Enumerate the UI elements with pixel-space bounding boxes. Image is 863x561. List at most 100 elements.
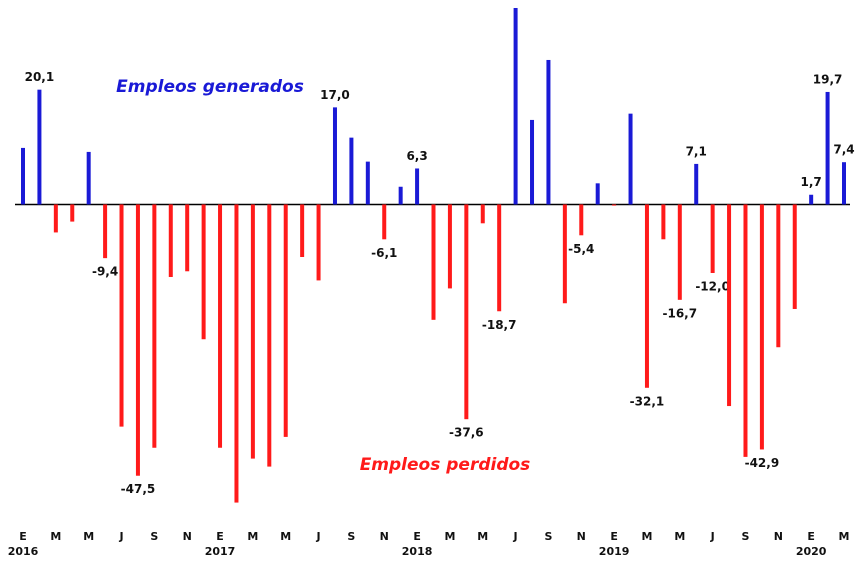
value-label: -6,1 (371, 246, 397, 260)
x-tick-label: N (183, 530, 192, 543)
bar (842, 162, 846, 205)
bar (661, 204, 666, 240)
year-label: 2017 (205, 545, 236, 558)
x-tick-label: M (83, 530, 94, 543)
bar (694, 163, 699, 205)
bar (792, 204, 797, 309)
x-tick-label: M (839, 530, 850, 543)
x-tick-label: S (742, 530, 750, 543)
bar (86, 151, 91, 205)
bar (431, 204, 436, 320)
x-tick-label: M (641, 530, 652, 543)
value-label: -18,7 (482, 318, 517, 332)
x-tick-label: M (477, 530, 488, 543)
bar (70, 204, 75, 222)
bar (579, 204, 584, 236)
bar (185, 204, 190, 272)
x-tick-label: E (807, 530, 815, 543)
bar (382, 204, 387, 240)
x-tick-label: N (774, 530, 783, 543)
x-tick-label: M (444, 530, 455, 543)
x-tick-label: M (50, 530, 61, 543)
bar (218, 204, 223, 448)
bar (135, 204, 140, 476)
bar (447, 204, 452, 289)
bar (365, 161, 370, 205)
value-label: 6,3 (406, 149, 427, 163)
bar (267, 204, 272, 467)
bar (152, 204, 157, 448)
bar (201, 204, 206, 340)
x-tick-label: J (316, 530, 321, 543)
bar (332, 107, 337, 205)
bar (644, 204, 649, 388)
value-label: -42,9 (745, 456, 780, 470)
bar (759, 204, 764, 450)
x-tick-label: S (150, 530, 158, 543)
x-tick-label: M (674, 530, 685, 543)
x-tick-label: M (247, 530, 258, 543)
x-tick-label: S (347, 530, 355, 543)
value-label: -5,4 (568, 242, 594, 256)
bar (415, 168, 420, 205)
bar (250, 204, 255, 459)
value-label: -47,5 (121, 482, 156, 496)
year-label: 2020 (796, 545, 827, 558)
value-label: -9,4 (92, 265, 118, 279)
bar (234, 204, 239, 503)
value-label: -32,1 (630, 394, 665, 408)
value-label: 7,1 (686, 144, 707, 158)
x-tick-label: E (216, 530, 224, 543)
bar (612, 204, 617, 206)
x-tick-label: E (610, 530, 618, 543)
bar (677, 204, 682, 300)
year-label: 2018 (402, 545, 433, 558)
value-label: 20,1 (25, 70, 55, 84)
bar (727, 204, 732, 407)
value-label: 19,7 (813, 72, 843, 86)
x-tick-label: E (413, 530, 421, 543)
bar (103, 204, 108, 259)
year-label: 2016 (8, 545, 39, 558)
value-label: -12,0 (695, 279, 730, 293)
value-label: -16,7 (663, 306, 698, 320)
bar (37, 89, 42, 205)
bar (513, 7, 518, 205)
value-label: -37,6 (449, 426, 484, 440)
bar (628, 113, 633, 205)
x-tick-label: J (118, 530, 123, 543)
bar (283, 204, 288, 437)
x-tick-label: J (710, 530, 715, 543)
annotation: Empleos generados (116, 77, 304, 97)
x-tick-label: N (380, 530, 389, 543)
bar (349, 137, 354, 205)
bar (595, 183, 600, 205)
x-tick-label: S (544, 530, 552, 543)
bar (480, 204, 485, 224)
bar (464, 204, 469, 420)
bar (53, 204, 58, 233)
bar (546, 59, 551, 205)
x-tick-label: N (577, 530, 586, 543)
value-label: 1,7 (801, 175, 822, 189)
bar (809, 194, 814, 205)
annotation: Empleos perdidos (360, 455, 531, 475)
bar (776, 204, 781, 348)
bar (530, 119, 535, 205)
x-tick-label: E (19, 530, 27, 543)
bar (825, 91, 830, 205)
bar (119, 204, 124, 427)
bar (497, 204, 502, 312)
year-label: 2019 (599, 545, 630, 558)
x-tick-label: J (513, 530, 518, 543)
x-tick-label: M (280, 530, 291, 543)
bar (316, 204, 321, 281)
bar (562, 204, 567, 304)
value-label: 7,4 (833, 143, 854, 157)
bar (168, 204, 173, 277)
bar (710, 204, 715, 273)
bar (743, 204, 748, 457)
bar (21, 147, 25, 205)
value-label: 17,0 (320, 88, 350, 102)
